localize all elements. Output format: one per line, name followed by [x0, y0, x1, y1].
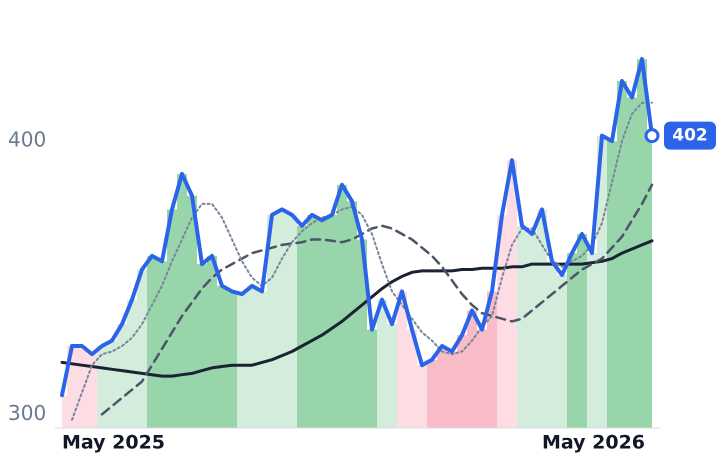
band-column: [62, 395, 67, 428]
x-tick-label: May 2026: [542, 432, 645, 454]
band-column: [197, 264, 207, 428]
band-column: [277, 209, 287, 428]
band-column: [397, 291, 407, 428]
band-column: [507, 160, 517, 429]
band-column: [557, 274, 567, 428]
band-column: [387, 324, 397, 428]
band-column: [427, 359, 437, 428]
band-column: [337, 184, 347, 428]
band-column: [147, 255, 157, 428]
band-column: [207, 255, 217, 428]
band-column: [487, 291, 497, 428]
band-column: [327, 214, 337, 428]
series-line: [60, 57, 654, 398]
band-column: [77, 346, 87, 428]
band-column: [247, 285, 257, 428]
y-tick-label: 300: [8, 401, 46, 425]
band-column: [517, 225, 527, 428]
band-column: [627, 97, 637, 428]
band-column: [407, 329, 417, 428]
band-column: [377, 299, 387, 428]
band-column: [187, 195, 197, 428]
band-column: [417, 365, 427, 428]
band-column: [547, 261, 557, 428]
band-column: [357, 239, 367, 428]
band-column: [447, 351, 457, 428]
band-column: [437, 346, 447, 428]
band-column: [87, 354, 97, 428]
band-column: [647, 135, 652, 429]
band-column: [157, 261, 167, 428]
band-column: [267, 214, 277, 428]
x-tick-label: May 2025: [62, 432, 165, 454]
band-column: [497, 214, 507, 428]
series-line: [100, 183, 654, 416]
band-column: [217, 285, 227, 428]
band-column: [607, 141, 617, 429]
band-column: [167, 209, 177, 428]
y-tick-label: 400: [8, 128, 46, 152]
band-column: [597, 135, 607, 429]
band-column: [117, 324, 127, 428]
band-column: [477, 329, 487, 428]
band-column: [137, 269, 147, 428]
band-column: [307, 214, 317, 428]
band-column: [287, 214, 297, 428]
band-column: [367, 329, 377, 428]
band-column: [317, 220, 327, 428]
band-column: [527, 234, 537, 428]
band-column: [567, 253, 577, 428]
last-value-label: 402: [672, 126, 708, 146]
band-column: [297, 225, 307, 428]
band-column: [177, 173, 187, 428]
band-column: [587, 253, 597, 428]
band-column: [457, 335, 467, 428]
band-column: [97, 346, 107, 428]
last-value-dot: [644, 128, 660, 144]
band-column: [467, 310, 477, 428]
band-column: [537, 209, 547, 428]
band-column: [127, 299, 137, 428]
band-column: [107, 340, 117, 428]
band-column: [227, 291, 237, 428]
band-column: [577, 234, 587, 428]
band-column: [257, 291, 267, 428]
last-value-badge: [664, 121, 716, 150]
band-column: [237, 294, 247, 428]
band-column: [67, 346, 77, 428]
